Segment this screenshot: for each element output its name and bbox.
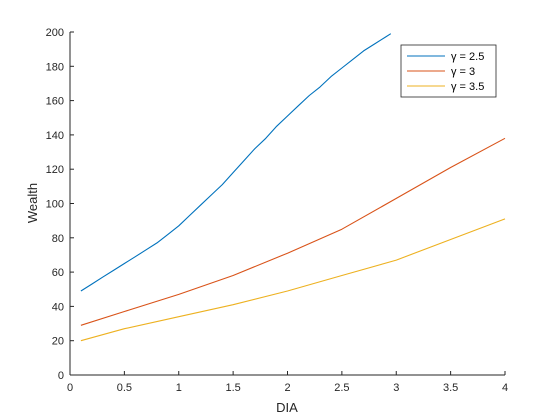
x-tick-label: 2 [284, 382, 290, 394]
legend-label-1: γ = 2.5 [451, 51, 484, 63]
legend-entries: γ = 2.5 γ = 3 γ = 3.5 [407, 51, 484, 93]
x-tick-label: 0.5 [117, 382, 132, 394]
y-tick-label: 100 [46, 199, 64, 211]
series-line-3 [80, 218, 506, 342]
y-tick-label: 200 [46, 27, 64, 39]
y-tick-label: 180 [46, 61, 64, 73]
series-line-1 [80, 33, 392, 292]
x-tick-label: 3 [393, 382, 399, 394]
legend: γ = 2.5 γ = 3 γ = 3.5 [400, 44, 497, 98]
x-tick-label: 4 [502, 382, 508, 394]
y-tick-label: 60 [52, 267, 64, 279]
x-tick-label: 1.5 [225, 382, 240, 394]
legend-label-3: γ = 3.5 [451, 81, 484, 93]
x-tick-label: 1 [176, 382, 182, 394]
x-tick-label: 2.5 [334, 382, 349, 394]
y-tick-label: 160 [46, 96, 64, 108]
y-tick-label: 40 [52, 301, 64, 313]
y-tick-label: 20 [52, 336, 64, 348]
legend-label-2: γ = 3 [451, 66, 475, 78]
x-tick-label: 3.5 [443, 382, 458, 394]
y-axis-label: Wealth [25, 183, 40, 223]
x-axis-label: DIA [276, 400, 298, 415]
y-tick-label: 120 [46, 164, 64, 176]
y-tick-label: 0 [58, 370, 64, 382]
series-line-2 [80, 137, 506, 326]
x-tick-label: 0 [67, 382, 73, 394]
y-tick-label: 80 [52, 233, 64, 245]
series-layer [80, 33, 506, 342]
ticks-layer: 0 0.5 1 1.5 2 2.5 3 3.5 402040608010012014016018… [46, 27, 508, 394]
y-tick-label: 140 [46, 130, 64, 142]
